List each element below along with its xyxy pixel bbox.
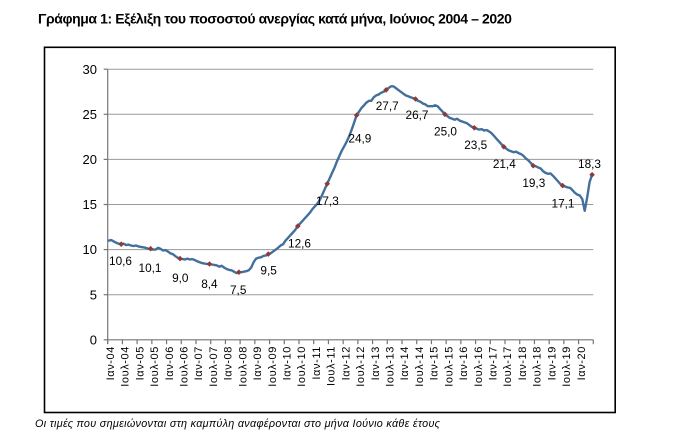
svg-text:Ιουλ-17: Ιουλ-17 (502, 346, 514, 387)
svg-text:Ιουλ-08: Ιουλ-08 (237, 346, 249, 387)
svg-text:20: 20 (83, 152, 97, 167)
svg-text:Ιουλ-15: Ιουλ-15 (443, 346, 455, 387)
svg-text:26,7: 26,7 (406, 108, 429, 122)
svg-text:7,5: 7,5 (230, 283, 247, 297)
svg-text:Ιουλ-04: Ιουλ-04 (120, 346, 132, 387)
svg-text:Ιαν-04: Ιαν-04 (105, 346, 117, 380)
svg-text:25,0: 25,0 (434, 124, 457, 138)
svg-text:21,4: 21,4 (493, 157, 516, 171)
svg-text:23,5: 23,5 (464, 138, 487, 152)
svg-text:Ιαν-18: Ιαν-18 (517, 346, 529, 380)
svg-text:10: 10 (83, 242, 97, 257)
svg-text:9,0: 9,0 (172, 271, 189, 285)
svg-text:19,3: 19,3 (522, 176, 545, 190)
svg-text:0: 0 (90, 332, 97, 347)
svg-text:Ιαν-06: Ιαν-06 (164, 346, 176, 380)
svg-text:Ιουλ-09: Ιουλ-09 (267, 346, 279, 387)
svg-text:Ιουλ-10: Ιουλ-10 (296, 346, 308, 387)
svg-text:Οι τιμές που σημειώνονται στη: Οι τιμές που σημειώνονται στη καμπύλη αν… (35, 418, 441, 430)
svg-text:Ιαν-12: Ιαν-12 (340, 346, 352, 380)
svg-text:Ιαν-08: Ιαν-08 (223, 346, 235, 380)
svg-text:Ιαν-16: Ιαν-16 (458, 346, 470, 380)
svg-text:27,7: 27,7 (376, 99, 399, 113)
svg-text:Ιαν-07: Ιαν-07 (193, 346, 205, 380)
svg-text:15: 15 (83, 197, 97, 212)
svg-text:Ιαν-14: Ιαν-14 (399, 346, 411, 380)
svg-text:18,3: 18,3 (578, 157, 601, 171)
svg-text:30: 30 (83, 62, 97, 77)
svg-text:9,5: 9,5 (260, 264, 277, 278)
svg-text:Ιουλ-18: Ιουλ-18 (532, 346, 544, 387)
svg-text:Ιαν-09: Ιαν-09 (252, 346, 264, 380)
svg-text:Ιουλ-11: Ιουλ-11 (326, 346, 338, 386)
svg-text:12,6: 12,6 (288, 237, 311, 251)
svg-text:Ιαν-19: Ιαν-19 (546, 346, 558, 380)
svg-text:Γράφημα 1: Εξέλιξη του ποσοστο: Γράφημα 1: Εξέλιξη του ποσοστού ανεργίας… (38, 11, 512, 27)
svg-text:Ιουλ-12: Ιουλ-12 (355, 346, 367, 387)
svg-text:Ιουλ-13: Ιουλ-13 (385, 346, 397, 387)
svg-text:25: 25 (83, 107, 97, 122)
svg-text:8,4: 8,4 (201, 277, 218, 291)
svg-text:Ιουλ-19: Ιουλ-19 (561, 346, 573, 387)
svg-text:Ιουλ-05: Ιουλ-05 (149, 346, 161, 387)
svg-text:17,3: 17,3 (316, 194, 339, 208)
svg-text:10,6: 10,6 (109, 254, 132, 268)
svg-text:Ιαν-17: Ιαν-17 (488, 346, 500, 380)
svg-text:Ιαν-10: Ιαν-10 (282, 346, 294, 380)
svg-text:24,9: 24,9 (348, 132, 371, 146)
svg-text:17,1: 17,1 (552, 196, 575, 210)
svg-text:Ιουλ-06: Ιουλ-06 (179, 346, 191, 387)
svg-text:Ιουλ-16: Ιουλ-16 (473, 346, 485, 387)
svg-text:Ιαν-20: Ιαν-20 (576, 346, 588, 380)
svg-text:Ιαν-13: Ιαν-13 (370, 346, 382, 380)
svg-text:5: 5 (90, 287, 97, 302)
svg-text:Ιουλ-14: Ιουλ-14 (414, 346, 426, 387)
svg-text:Ιαν-05: Ιαν-05 (134, 346, 146, 380)
svg-text:10,1: 10,1 (139, 261, 162, 275)
svg-text:Ιουλ-07: Ιουλ-07 (208, 346, 220, 387)
svg-text:Ιαν-11: Ιαν-11 (311, 346, 323, 380)
svg-text:Ιαν-15: Ιαν-15 (429, 346, 441, 380)
